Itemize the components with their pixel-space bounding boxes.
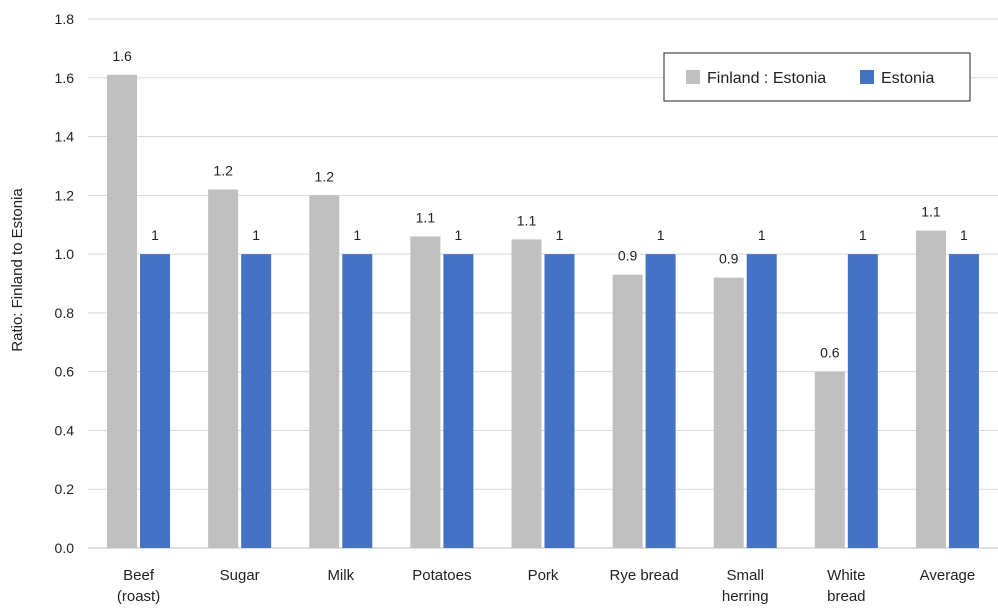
bar-finland-estonia xyxy=(107,74,138,548)
legend-label-estonia: Estonia xyxy=(881,70,934,87)
bar-finland-estonia xyxy=(410,236,441,548)
y-axis-ticks: 0.0 0.2 0.4 0.6 0.8 1.0 1.2 1.4 1.6 1.8 xyxy=(55,11,75,556)
y-tick-label: 1.6 xyxy=(55,70,75,86)
bar-finland-estonia xyxy=(208,189,239,548)
y-tick-label: 1.2 xyxy=(55,187,75,203)
bar-finland-estonia xyxy=(915,230,946,548)
data-label: 1.1 xyxy=(921,204,941,220)
x-category-label: Beef xyxy=(123,567,155,584)
data-label: 1 xyxy=(252,227,260,243)
bar-estonia xyxy=(342,254,373,548)
data-label: 1.1 xyxy=(416,209,436,225)
bar-finland-estonia xyxy=(612,274,643,548)
bar-estonia xyxy=(948,254,979,548)
bar-estonia xyxy=(544,254,575,548)
x-category-label: Sugar xyxy=(220,567,260,584)
x-category-label: Small xyxy=(726,567,764,584)
bar-finland-estonia xyxy=(814,371,845,548)
bar-estonia xyxy=(746,254,777,548)
x-category-label: bread xyxy=(827,588,865,605)
x-category-label: Average xyxy=(920,567,976,584)
legend-swatch-estonia xyxy=(860,70,874,84)
y-tick-label: 0.8 xyxy=(55,305,75,321)
x-category-label: Rye bread xyxy=(610,567,679,584)
y-tick-label: 0.4 xyxy=(55,422,75,438)
data-label: 1.6 xyxy=(112,48,132,64)
legend: Finland : Estonia Estonia xyxy=(663,52,971,102)
x-axis-categories: Beef (roast) Sugar Milk Potatoes Pork Rye brea… xyxy=(117,567,975,605)
data-label: 1 xyxy=(758,227,766,243)
x-category-label: herring xyxy=(722,588,769,605)
data-label: 0.9 xyxy=(618,248,638,264)
y-tick-label: 0.6 xyxy=(55,364,75,380)
y-axis-title: Ratio: Finland to Estonia xyxy=(9,188,26,352)
gridlines xyxy=(88,18,998,549)
bar-estonia xyxy=(140,254,171,548)
bar-estonia xyxy=(645,254,676,548)
data-label: 1 xyxy=(151,227,159,243)
bar-finland-estonia xyxy=(309,195,340,549)
x-category-label: Potatoes xyxy=(412,567,471,584)
data-label: 1 xyxy=(657,227,665,243)
bar-finland-estonia xyxy=(713,277,744,548)
bar-estonia xyxy=(847,254,878,548)
legend-label-finland-estonia: Finland : Estonia xyxy=(707,70,826,87)
x-category-label: Pork xyxy=(528,567,559,584)
bar-finland-estonia xyxy=(511,239,542,548)
data-label: 1.2 xyxy=(213,162,233,178)
bars xyxy=(107,74,979,549)
y-tick-label: 1.4 xyxy=(55,129,75,145)
data-label: 1.1 xyxy=(517,212,537,228)
y-tick-label: 0.0 xyxy=(55,540,75,556)
legend-swatch-finland-estonia xyxy=(686,70,700,84)
data-label: 1 xyxy=(353,227,361,243)
bar-estonia xyxy=(443,254,474,548)
y-tick-label: 1.8 xyxy=(55,11,75,27)
x-category-label: Milk xyxy=(327,567,354,584)
data-label: 0.6 xyxy=(820,345,840,361)
bar-estonia xyxy=(241,254,272,548)
data-label: 1 xyxy=(960,227,968,243)
data-label: 1 xyxy=(859,227,867,243)
y-tick-label: 1.0 xyxy=(55,246,75,262)
legend-box xyxy=(663,52,971,102)
data-label: 1.2 xyxy=(315,168,335,184)
data-labels: 1.6 1 1.2 1 1.2 1 1.1 1 1.1 1 0.9 1 0.9 1 0.6 1 1.1 1 xyxy=(112,48,968,361)
data-label: 1 xyxy=(454,227,462,243)
data-label: 1 xyxy=(556,227,564,243)
x-category-label: (roast) xyxy=(117,588,160,605)
data-label: 0.9 xyxy=(719,251,739,267)
x-category-label: White xyxy=(827,567,865,584)
y-tick-label: 0.2 xyxy=(55,481,75,497)
